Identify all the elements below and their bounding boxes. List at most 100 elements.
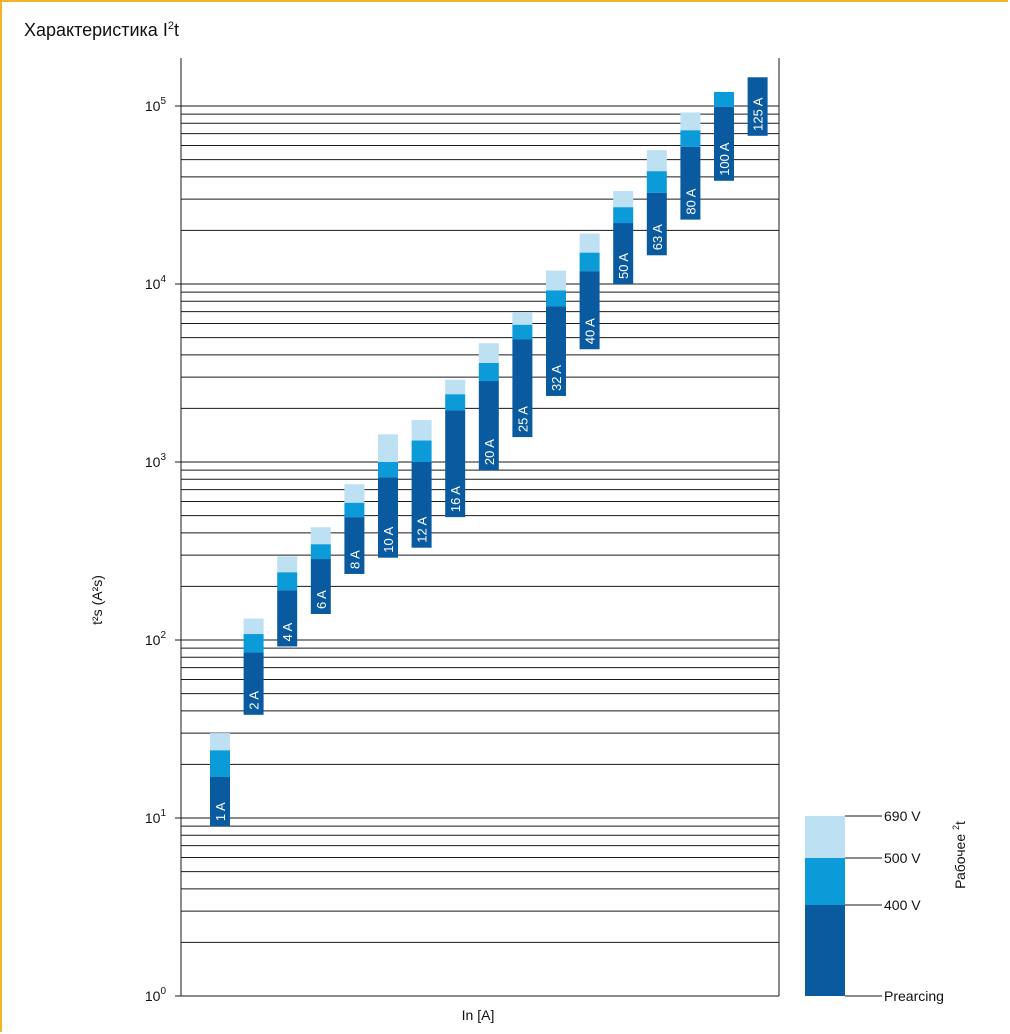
bar-group: 1 A — [210, 733, 230, 827]
legend-entry-label: 500 V — [884, 850, 921, 866]
legend-entry-label: 400 V — [884, 897, 921, 913]
y-tick-label: 102 — [145, 630, 167, 648]
bar-label: 50 A — [616, 253, 631, 279]
bar-label: 8 A — [347, 550, 362, 569]
y-tick-exp: 1 — [160, 808, 166, 819]
bar-segment-prearcing — [310, 559, 331, 614]
bar-label: 10 A — [381, 526, 396, 552]
chart-title-base: Характеристика I — [24, 20, 168, 40]
y-axis-label: t²s (A²s) — [89, 575, 105, 625]
bar-segment-500v — [646, 150, 667, 172]
legend-title: Рабочее 2t — [951, 821, 968, 889]
bar-segment-500v — [680, 112, 701, 131]
y-tick-label: 100 — [145, 986, 167, 1004]
grid-lines — [181, 105, 779, 943]
bar-segment-400v — [277, 572, 298, 591]
y-tick-label: 101 — [145, 808, 167, 826]
bar-segment-400v — [310, 544, 331, 560]
bar-segment-400v — [344, 502, 365, 518]
bar-segment-400v — [579, 252, 600, 272]
bar-segment-prearcing — [546, 306, 566, 396]
y-tick-exp: 5 — [160, 96, 166, 107]
y-tick-exp: 4 — [160, 274, 166, 285]
bar-label: 80 A — [683, 188, 698, 214]
bar-label: 4 A — [280, 622, 295, 641]
bar-group: 80 A — [680, 112, 701, 220]
y-tick-base: 10 — [145, 454, 161, 470]
bar-segment-400v — [680, 130, 701, 147]
bar-segment-prearcing — [277, 590, 298, 647]
chart-title-end: t — [173, 20, 179, 40]
axes — [180, 58, 780, 997]
y-tick-exp: 3 — [160, 452, 166, 463]
bar-segment-prearcing — [445, 410, 466, 518]
bar-segment-400v — [210, 750, 230, 777]
bar-group: 16 A — [445, 379, 466, 518]
bar-segment-500v — [344, 484, 365, 503]
y-tick-base: 10 — [145, 988, 161, 1004]
bar-label: 1 A — [213, 802, 228, 821]
y-tick-exp: 0 — [160, 986, 166, 997]
bar-segment-500v — [478, 343, 499, 363]
bars: 1 A 2 A 4 A 6 A 8 A 10 A 12 A 16 A 20 A 25 A 32 A 4… — [210, 77, 768, 827]
bar-group: 32 A — [546, 270, 566, 396]
bar-segment-prearcing — [613, 223, 634, 284]
y-tick-base: 10 — [145, 810, 161, 826]
bar-segment-400v — [714, 91, 734, 107]
bar-segment-400v — [378, 462, 398, 478]
bar-segment-400v — [445, 394, 466, 411]
y-tick-label: 104 — [145, 274, 167, 292]
bar-segment-prearcing — [646, 192, 667, 256]
bar-segment-400v — [646, 171, 667, 193]
bar-segment-500v — [243, 618, 264, 635]
bar-segment-400v — [478, 362, 499, 382]
y-tick-base: 10 — [145, 276, 161, 292]
bar-label: 125 A — [751, 97, 766, 131]
legend-title-end: t — [952, 821, 968, 825]
bar-segment-prearcing — [714, 106, 734, 181]
bar-segment-500v — [546, 270, 566, 291]
bar-segment-500v — [277, 556, 298, 573]
legend-title-base: Рабочее — [952, 830, 968, 889]
bar-segment-prearcing — [747, 77, 768, 136]
bar-segment-prearcing — [478, 381, 499, 471]
y-tick-base: 10 — [145, 98, 161, 114]
bar-segment-400v — [613, 207, 634, 224]
bar-segment-500v — [210, 733, 230, 751]
bar-label: 20 A — [482, 439, 497, 465]
y-tick-exp: 2 — [160, 630, 166, 641]
bar-segment-prearcing — [579, 271, 600, 350]
x-axis-label: In [A] — [462, 1007, 495, 1023]
y-tick-label: 103 — [145, 452, 167, 470]
legend-swatch — [805, 905, 845, 996]
bar-segment-500v — [378, 434, 398, 462]
legend-swatch — [805, 858, 845, 905]
legend-swatch — [805, 816, 845, 858]
bar-segment-prearcing — [344, 517, 365, 574]
legend-entry-label: 690 V — [884, 808, 921, 824]
y-tick-label: 105 — [145, 96, 167, 114]
bar-segment-400v — [512, 324, 533, 340]
bar-group: 25 A — [512, 312, 533, 438]
legend: Рабочее 2t 690 V 500 V 400 V Prearcing — [805, 808, 968, 1004]
bar-label: 12 A — [415, 516, 430, 542]
bar-label: 40 A — [583, 318, 598, 344]
bar-segment-prearcing — [680, 146, 701, 220]
bar-label: 6 A — [314, 590, 329, 609]
legend-entry-label: Prearcing — [884, 988, 944, 1004]
bar-group: 100 A — [714, 91, 734, 181]
bar-group: 40 A — [579, 233, 600, 350]
bar-group: 125 A — [747, 77, 768, 136]
bar-segment-400v — [411, 440, 432, 462]
bar-segment-prearcing — [210, 776, 230, 827]
bar-group: 6 A — [310, 527, 331, 614]
bar-group: 4 A — [277, 556, 298, 647]
bar-segment-prearcing — [378, 477, 398, 558]
bar-segment-500v — [613, 191, 634, 208]
bar-label: 25 A — [515, 406, 530, 432]
bar-segment-500v — [310, 527, 331, 545]
chart-title-sup: 2 — [167, 20, 174, 32]
